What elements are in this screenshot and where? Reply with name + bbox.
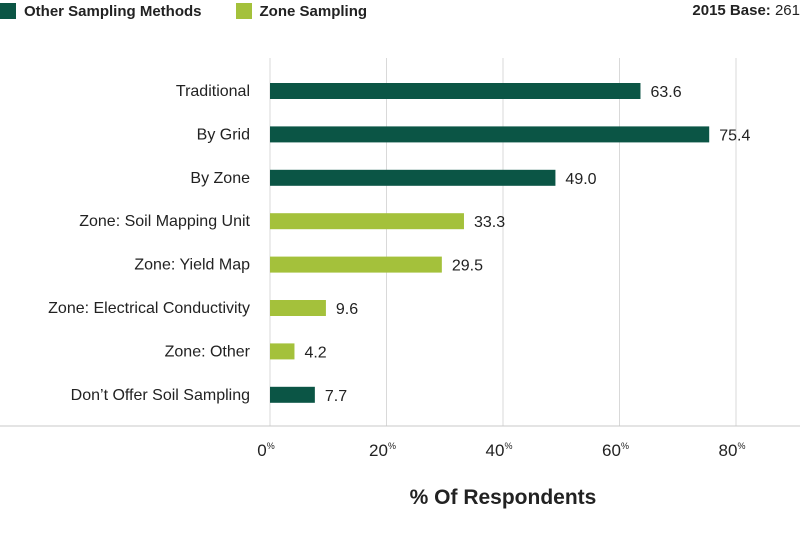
x-tick-suffix-3: % <box>621 441 629 451</box>
x-tick-value-2: 40 <box>486 441 505 460</box>
legend-item-zone-sampling: Zone Sampling <box>235 2 368 20</box>
category-label-2: By Zone <box>190 170 250 187</box>
x-tick-label-4: 80% <box>719 441 746 460</box>
base-note: 2015 Base: 261 <box>692 2 800 19</box>
x-tick-label-1: 20% <box>369 441 396 460</box>
x-tick-suffix-2: % <box>504 441 512 451</box>
legend-label-other-sampling: Other Sampling Methods <box>24 2 202 20</box>
x-axis-title: % Of Respondents <box>409 486 597 509</box>
category-label-0: Traditional <box>176 83 250 100</box>
category-label-3: Zone: Soil Mapping Unit <box>79 213 250 230</box>
bar-1 <box>270 126 710 143</box>
bar-4 <box>270 256 442 273</box>
x-tick-value-1: 20 <box>369 441 388 460</box>
x-tick-value-0: 0 <box>257 441 266 460</box>
value-label-5: 9.6 <box>336 301 358 318</box>
base-value: 261 <box>774 2 800 19</box>
category-label-1: By Grid <box>197 126 250 143</box>
category-label-4: Zone: Yield Map <box>134 257 250 274</box>
category-label-5: Zone: Electrical Conductivity <box>48 300 250 317</box>
bar-3 <box>270 213 464 230</box>
value-label-2: 49.0 <box>565 171 596 188</box>
legend-swatch-zone-sampling <box>235 3 252 19</box>
legend: Other Sampling Methods Zone Sampling <box>0 0 401 22</box>
x-tick-suffix-0: % <box>267 441 275 451</box>
legend-swatch-other-sampling <box>0 3 16 19</box>
bar-6 <box>270 343 295 360</box>
category-label-6: Zone: Other <box>165 343 251 360</box>
value-label-0: 63.6 <box>650 84 681 101</box>
bar-5 <box>270 300 326 316</box>
value-label-7: 7.7 <box>325 388 347 405</box>
x-tick-suffix-1: % <box>388 441 396 451</box>
legend-label-zone-sampling: Zone Sampling <box>259 2 368 20</box>
x-tick-value-4: 80 <box>719 441 738 460</box>
value-label-3: 33.3 <box>474 214 505 231</box>
x-tick-label-3: 60% <box>602 441 629 460</box>
bar-7 <box>270 386 315 403</box>
base-label: 2015 Base: <box>692 2 771 19</box>
x-tick-label-2: 40% <box>486 441 513 460</box>
category-label-7: Don’t Offer Soil Sampling <box>71 387 250 404</box>
x-tick-label-0: 0% <box>257 441 274 460</box>
x-tick-suffix-4: % <box>737 441 745 451</box>
value-label-1: 75.4 <box>719 127 750 144</box>
legend-item-other-sampling: Other Sampling Methods <box>0 3 202 20</box>
value-label-4: 29.5 <box>452 258 483 275</box>
bar-2 <box>270 169 556 186</box>
bar-0 <box>270 83 641 99</box>
x-tick-value-3: 60 <box>602 441 621 460</box>
value-label-6: 4.2 <box>304 344 326 361</box>
